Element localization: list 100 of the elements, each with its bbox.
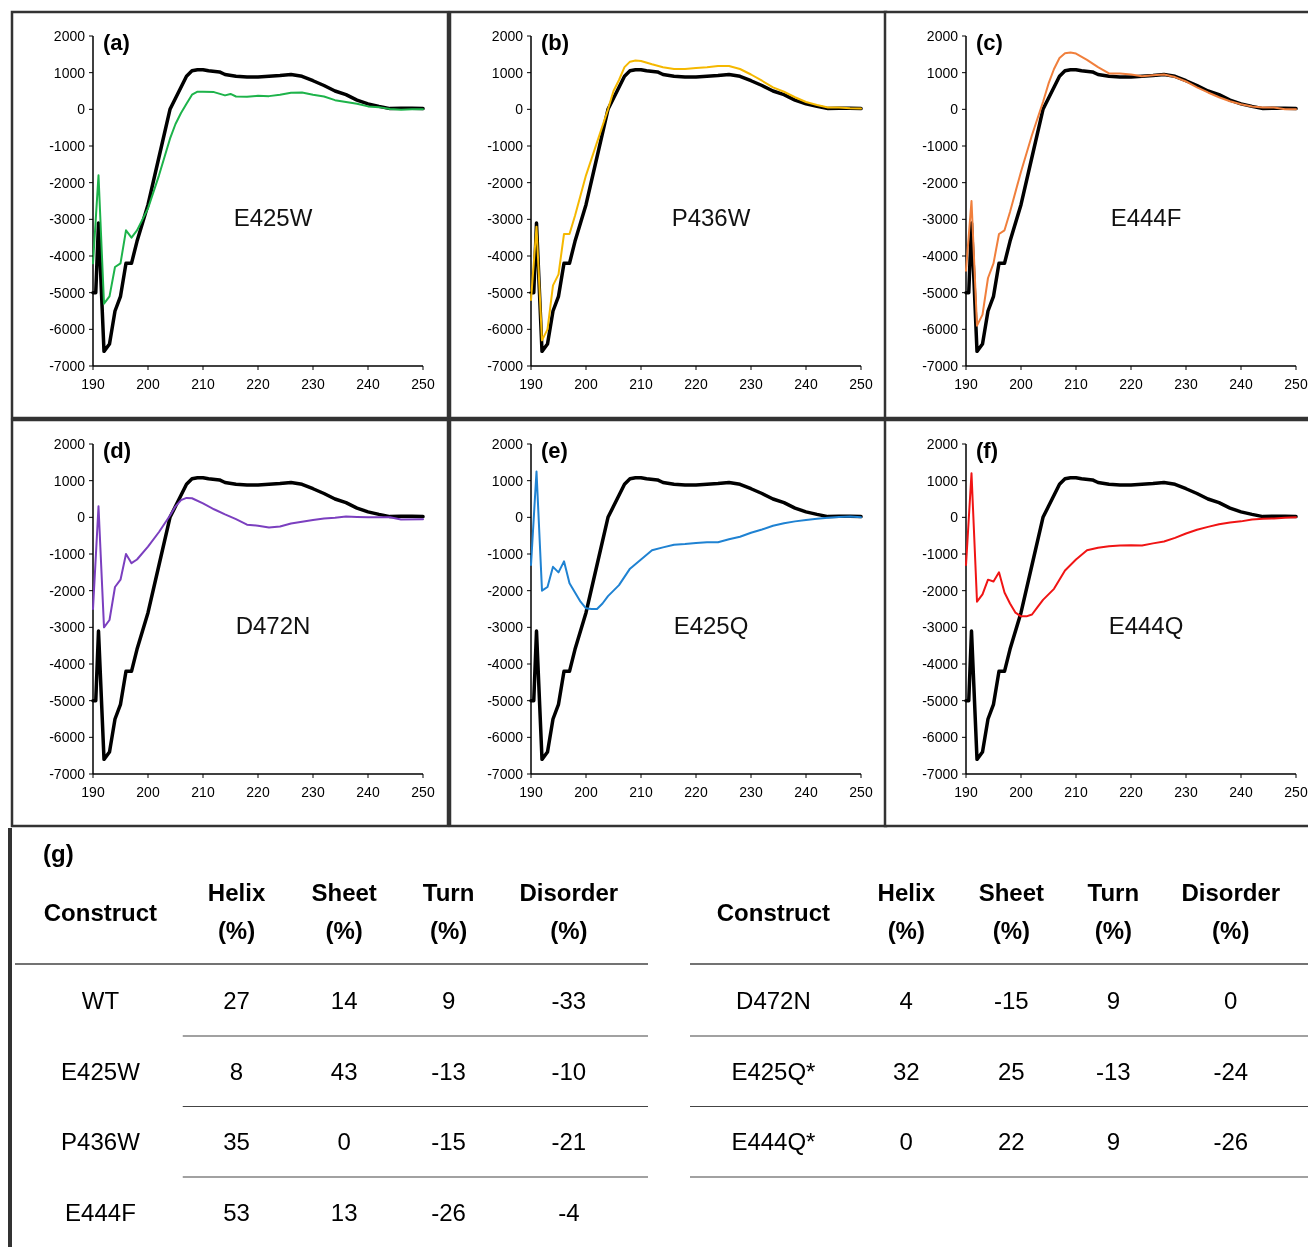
x-tick-label: 220 [684, 784, 708, 800]
y-tick-label: -7000 [922, 357, 959, 374]
x-tick-label: 190 [519, 376, 543, 392]
text: 25 [998, 1057, 1025, 1085]
text: 9 [441, 987, 456, 1015]
y-tick-label: -6000 [487, 321, 524, 338]
x-tick-label: 230 [301, 376, 325, 392]
y-tick-label: -5000 [487, 692, 524, 709]
x-tick-label: 250 [849, 376, 873, 392]
x-tick-label: 200 [1009, 376, 1033, 392]
x-tick-label: 210 [629, 376, 653, 392]
text: E425W [61, 1057, 140, 1085]
y-tick-label: -4000 [922, 655, 959, 672]
y-tick-label: -2000 [922, 174, 959, 191]
y-tick-label: -7000 [487, 357, 524, 374]
text: E444Q [1108, 612, 1184, 639]
x-tick-label: 220 [684, 376, 708, 392]
y-tick-label: -4000 [487, 655, 524, 672]
line-series [92, 90, 424, 305]
x-tick-label: 230 [1174, 784, 1198, 800]
y-tick-label: 1000 [53, 472, 86, 489]
y-tick-label: -7000 [487, 765, 524, 782]
x-tick-label: 250 [1284, 784, 1308, 800]
y-tick-label: 1000 [491, 472, 524, 489]
x-tick-label: 250 [411, 784, 435, 800]
text: -26 [1213, 1128, 1249, 1156]
text: 22 [998, 1128, 1025, 1156]
text: -13 [431, 1057, 466, 1085]
y-tick-label: -6000 [49, 729, 86, 746]
line-series [965, 472, 1297, 618]
x-tick-label: 190 [81, 784, 105, 800]
y-tick-label: 1000 [926, 472, 959, 489]
y-tick-label: -3000 [922, 211, 959, 228]
y-tick-label: 0 [77, 101, 86, 118]
y-tick-label: 0 [515, 509, 524, 526]
chart-title: (a) [103, 30, 130, 55]
text: D472N [235, 612, 311, 639]
y-tick-label: 2000 [491, 435, 524, 452]
y-tick-label: -6000 [922, 729, 959, 746]
y-tick-label: -5000 [49, 284, 86, 301]
text: E444F [1110, 204, 1182, 231]
y-tick-label: -3000 [49, 211, 86, 228]
text: 9 [1106, 987, 1121, 1015]
text: -15 [431, 1128, 466, 1156]
chart-title: (f) [976, 438, 998, 463]
category-label: Turn (%) [422, 879, 475, 944]
text: 9 [1106, 1128, 1121, 1156]
y-tick-label: -5000 [922, 692, 959, 709]
y-tick-label: -5000 [487, 284, 524, 301]
text: P436W [61, 1128, 140, 1156]
text: -10 [551, 1057, 587, 1085]
text: -21 [551, 1128, 587, 1156]
x-tick-label: 200 [1009, 784, 1033, 800]
x-tick-label: 190 [954, 784, 978, 800]
text: 13 [330, 1198, 358, 1226]
x-tick-label: 190 [519, 784, 543, 800]
chart-title: (d) [103, 438, 132, 463]
y-tick-label: -3000 [487, 619, 524, 636]
text: -24 [1213, 1057, 1249, 1085]
text: 43 [330, 1057, 358, 1085]
x-tick-label: 230 [1174, 376, 1198, 392]
y-tick-label: -5000 [49, 692, 86, 709]
x-tick-label: 220 [1119, 376, 1143, 392]
x-tick-label: 240 [1229, 784, 1253, 800]
y-tick-label: -5000 [922, 284, 959, 301]
x-tick-label: 230 [739, 784, 763, 800]
x-tick-label: 240 [794, 376, 818, 392]
text: -33 [551, 987, 587, 1015]
y-tick-label: -4000 [49, 247, 86, 264]
text: 0 [899, 1128, 913, 1156]
x-tick-label: 240 [356, 784, 380, 800]
y-tick-label: -3000 [922, 619, 959, 636]
y-tick-label: -1000 [922, 545, 959, 562]
chart-title: (e) [541, 438, 568, 463]
y-tick-label: -2000 [487, 174, 524, 191]
x-tick-label: 220 [1119, 784, 1143, 800]
x-tick-label: 200 [574, 784, 598, 800]
text: P436W [671, 204, 751, 231]
x-tick-label: 200 [136, 376, 160, 392]
category-label: Disorder (%) [519, 879, 619, 944]
y-tick-label: -2000 [922, 582, 959, 599]
y-tick-label: -1000 [49, 545, 86, 562]
y-tick-label: 2000 [926, 27, 959, 44]
text: E444F [65, 1198, 136, 1226]
category-label: Helix (%) [877, 879, 936, 944]
text: E425Q* [731, 1057, 816, 1085]
text: -15 [994, 987, 1029, 1015]
y-tick-label: -7000 [49, 357, 86, 374]
text: WT [81, 987, 120, 1015]
y-tick-label: -1000 [49, 137, 86, 154]
text: 53 [223, 1198, 250, 1226]
y-tick-label: 2000 [926, 435, 959, 452]
x-tick-label: 250 [849, 784, 873, 800]
category-label: Construct [716, 899, 831, 926]
y-tick-label: -2000 [49, 174, 86, 191]
y-tick-label: 0 [950, 509, 959, 526]
y-tick-label: 1000 [53, 64, 86, 81]
category-label: Helix (%) [207, 879, 266, 944]
chart-title: (b) [541, 30, 570, 55]
y-tick-label: -3000 [49, 619, 86, 636]
